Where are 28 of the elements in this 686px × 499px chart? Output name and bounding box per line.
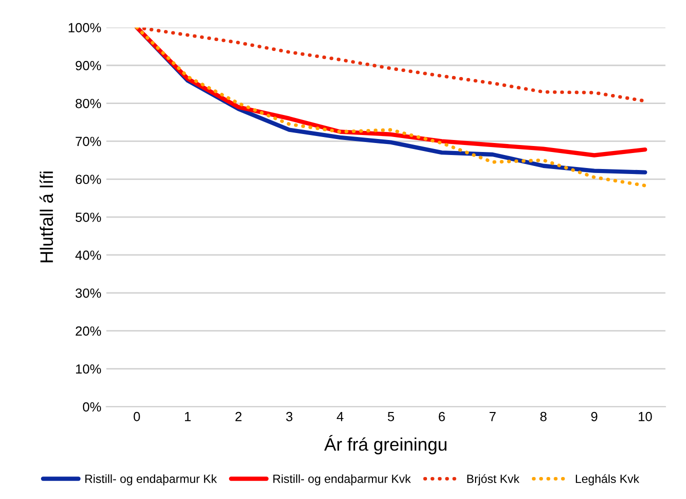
x-axis-title: Ár frá greiningu bbox=[324, 434, 446, 454]
legend-label: Brjóst Kvk bbox=[467, 474, 520, 486]
y-tick-label: 50% bbox=[76, 212, 101, 222]
y-tick-label: 100% bbox=[68, 23, 101, 32]
y-tick-label: 40% bbox=[75, 250, 101, 260]
y-tick-label: 0% bbox=[82, 402, 101, 412]
y-tick-label: 90% bbox=[76, 60, 101, 70]
legend-label: Ristill- og endaþarmur Kk bbox=[85, 474, 217, 486]
x-tick-label: 1 bbox=[184, 412, 191, 422]
x-tick-label: 8 bbox=[540, 412, 547, 422]
y-tick-label: 70% bbox=[76, 136, 101, 146]
x-tick-label: 10 bbox=[638, 412, 652, 422]
legend-label: Legháls Kvk bbox=[576, 474, 640, 486]
y-tick-label: 30% bbox=[76, 288, 101, 298]
x-tick-label: 5 bbox=[388, 412, 394, 422]
x-tick-label: 0 bbox=[134, 412, 140, 422]
y-tick-label: 80% bbox=[76, 98, 101, 108]
x-tick-label: 6 bbox=[438, 412, 445, 422]
x-tick-label: 3 bbox=[286, 412, 292, 422]
y-tick-label: 20% bbox=[76, 326, 101, 336]
x-tick-label: 4 bbox=[336, 412, 344, 422]
x-tick-label: 2 bbox=[235, 412, 242, 422]
legend-label: Ristill- og endaþarmur Kvk bbox=[273, 474, 411, 486]
y-axis-title: Hlutfall á lífi bbox=[40, 172, 54, 262]
y-tick-label: 60% bbox=[76, 174, 101, 184]
x-tick-label: 9 bbox=[591, 412, 598, 422]
y-tick-label: 10% bbox=[76, 364, 101, 374]
x-tick-label: 7 bbox=[490, 412, 496, 422]
